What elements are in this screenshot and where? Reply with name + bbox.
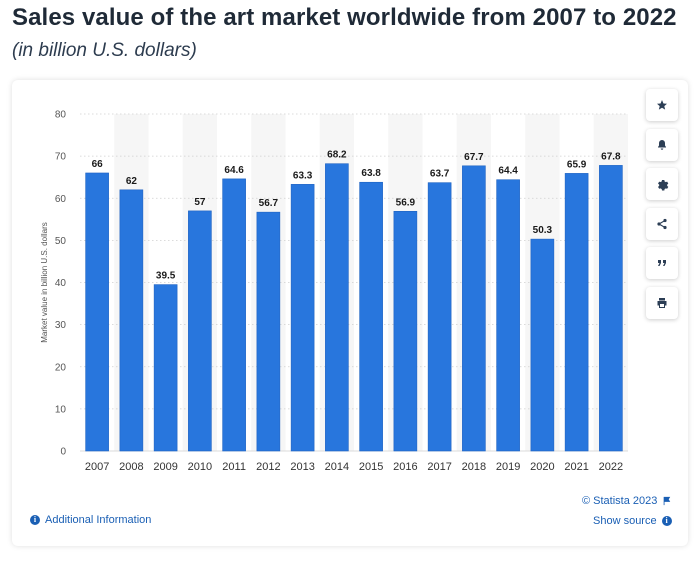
x-tick-label: 2012 <box>256 461 280 473</box>
x-tick-label: 2018 <box>462 461 486 473</box>
bar-2010 <box>188 210 212 452</box>
info-icon: i <box>661 516 672 526</box>
share-button[interactable] <box>646 207 678 240</box>
data-label: 65.9 <box>567 159 587 170</box>
bar-2008 <box>119 189 144 452</box>
data-label: 39.5 <box>156 271 176 282</box>
data-label: 56.7 <box>259 198 279 209</box>
print-button[interactable] <box>646 286 678 319</box>
additional-information-link[interactable]: i Additional Information <box>30 514 151 526</box>
y-tick-label: 30 <box>55 320 67 331</box>
bar-2021 <box>564 173 589 452</box>
bar-2019 <box>496 179 520 452</box>
data-label: 63.7 <box>430 169 450 180</box>
bar-2022 <box>599 165 623 452</box>
data-label: 62 <box>126 176 138 187</box>
quote-icon <box>658 260 666 266</box>
print-icon <box>657 297 667 308</box>
x-tick-label: 2013 <box>290 461 314 473</box>
bell-icon <box>658 139 666 150</box>
copyright-text: © Statista 2023 <box>582 495 658 507</box>
bar-2014 <box>325 163 349 452</box>
data-label: 64.4 <box>498 166 518 177</box>
page-subtitle: (in billion U.S. dollars) <box>12 40 197 61</box>
y-tick-label: 80 <box>55 110 67 121</box>
y-tick-label: 70 <box>55 152 67 163</box>
bar-2012 <box>256 211 281 452</box>
y-axis-label: Market value in billion U.S. dollars <box>40 222 49 343</box>
x-tick-label: 2016 <box>393 461 417 473</box>
gear-icon <box>657 179 668 190</box>
info-icon: i <box>30 515 40 525</box>
bar-2007 <box>85 172 109 452</box>
x-tick-label: 2010 <box>188 461 212 473</box>
additional-information-label: Additional Information <box>45 514 152 526</box>
share-icon <box>657 218 667 229</box>
side-toolbar <box>646 89 678 326</box>
settings-button[interactable] <box>646 168 678 200</box>
data-label: 66 <box>92 159 104 170</box>
x-tick-label: 2007 <box>85 461 109 473</box>
x-tick-label: 2011 <box>222 461 246 473</box>
y-tick-label: 40 <box>55 278 67 289</box>
y-tick-label: 60 <box>55 194 67 205</box>
x-tick-label: 2015 <box>359 461 383 473</box>
bar-2016 <box>393 211 418 452</box>
data-label: 64.6 <box>224 165 244 176</box>
y-tick-label: 10 <box>55 404 67 415</box>
flag-icon <box>664 496 671 506</box>
y-tick-label: 20 <box>55 362 67 373</box>
data-label: 56.9 <box>396 197 416 208</box>
show-source-link[interactable]: Show source i <box>593 515 672 527</box>
cite-button[interactable] <box>646 247 678 279</box>
bar-2017 <box>427 182 452 452</box>
bar-2009 <box>153 284 178 452</box>
bar-2020 <box>530 238 555 452</box>
data-label: 67.7 <box>464 152 484 163</box>
data-label: 63.8 <box>361 168 381 179</box>
data-label: 63.3 <box>293 170 313 181</box>
x-tick-label: 2019 <box>496 461 520 473</box>
favorite-button[interactable] <box>646 89 678 121</box>
x-tick-label: 2021 <box>564 461 588 473</box>
data-label: 68.2 <box>327 150 347 161</box>
x-tick-label: 2022 <box>599 461 623 473</box>
copyright-link[interactable]: © Statista 2023 <box>582 495 672 507</box>
notification-button[interactable] <box>646 128 678 161</box>
bar-2018 <box>462 165 486 452</box>
show-source-label: Show source <box>593 515 657 527</box>
x-tick-label: 2009 <box>153 461 177 473</box>
x-tick-label: 2020 <box>530 461 554 473</box>
x-tick-label: 2014 <box>325 461 349 473</box>
bar-2011 <box>222 178 246 452</box>
x-tick-label: 2017 <box>427 461 451 473</box>
data-label: 50.3 <box>533 225 553 236</box>
data-label: 57 <box>194 197 206 208</box>
page-title: Sales value of the art market worldwide … <box>12 4 677 31</box>
bar-2015 <box>359 181 383 452</box>
data-label: 67.8 <box>601 151 621 162</box>
bar-2013 <box>290 184 315 452</box>
y-tick-label: 50 <box>55 236 67 247</box>
star-icon <box>657 100 667 110</box>
y-tick-label: 0 <box>60 447 66 458</box>
x-tick-label: 2008 <box>119 461 143 473</box>
